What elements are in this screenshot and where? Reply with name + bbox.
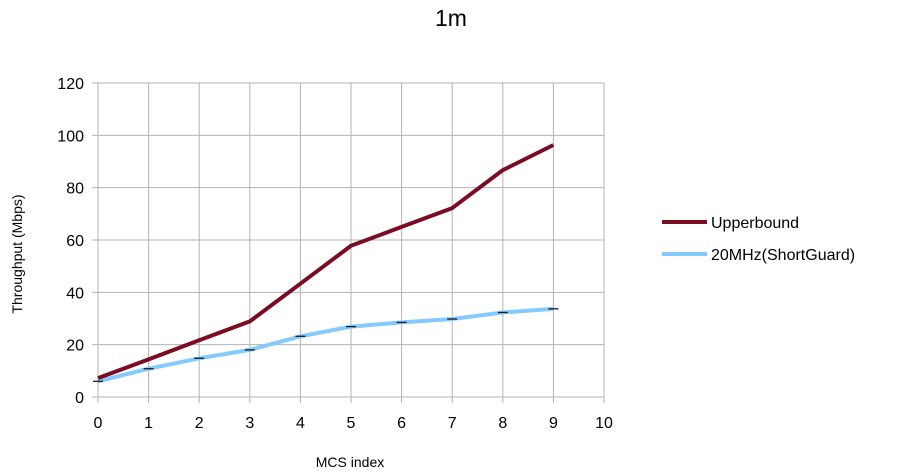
x-tick-label: 1 (144, 415, 153, 432)
legend-label: 20MHz(ShortGuard) (711, 247, 855, 264)
y-axis-ticks: 0 20 40 60 80 100 120 (57, 76, 98, 407)
y-tick-label: 40 (66, 285, 84, 302)
x-axis-ticks: 0 1 2 3 4 5 6 7 8 9 10 (94, 397, 613, 432)
legend-label: Upperbound (711, 215, 799, 232)
x-tick-label: 8 (498, 415, 507, 432)
x-tick-label: 6 (397, 415, 406, 432)
y-tick-label: 20 (66, 338, 84, 355)
axes (92, 83, 604, 403)
y-tick-label: 80 (66, 181, 84, 198)
series-line-20mhz-shortguard (97, 306, 554, 384)
x-tick-label: 2 (195, 415, 204, 432)
y-tick-label: 0 (75, 390, 84, 407)
x-tick-label: 5 (347, 415, 356, 432)
x-tick-label: 10 (595, 415, 613, 432)
y-axis-label: Throughput (Mbps) (9, 194, 25, 313)
chart-title: 1m (435, 5, 467, 31)
series-line-upperbound (97, 143, 555, 381)
x-tick-label: 4 (296, 415, 305, 432)
x-tick-label: 3 (245, 415, 254, 432)
y-tick-label: 60 (66, 233, 84, 250)
x-tick-label: 0 (94, 415, 103, 432)
y-tick-label: 120 (57, 76, 84, 93)
x-tick-label: 9 (549, 415, 558, 432)
x-tick-label: 7 (448, 415, 457, 432)
y-tick-label: 100 (57, 128, 84, 145)
series-lines (93, 143, 559, 384)
x-axis-label: MCS index (316, 454, 384, 470)
legend: Upperbound 20MHz(ShortGuard) (662, 215, 855, 264)
